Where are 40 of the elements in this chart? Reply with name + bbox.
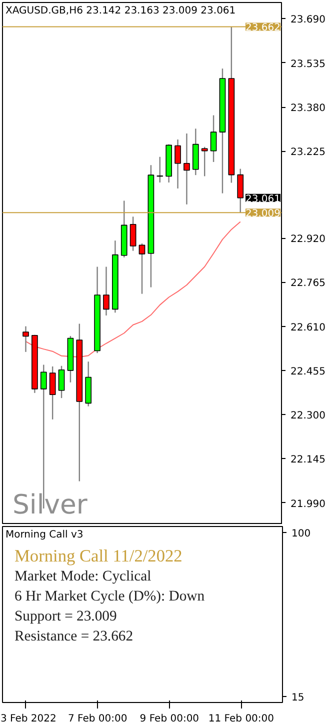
y-tick-label: 21.990 — [290, 498, 326, 510]
y-tick-label: 22.610 — [290, 322, 326, 334]
text: Market Mode: Cyclical — [14, 568, 152, 584]
y-tick-label: 23.225 — [290, 147, 326, 158]
candlestick — [22, 326, 29, 353]
text: Morning Call v3 — [6, 530, 84, 540]
category-label: 7 Feb 00:00 — [68, 714, 128, 724]
candlestick — [184, 132, 190, 206]
category-label: 9 Feb 00:00 — [140, 714, 200, 724]
candlestick — [174, 138, 181, 190]
text: Resistance = 23.662 — [14, 628, 134, 644]
candlestick — [130, 216, 136, 252]
candlestick — [58, 365, 65, 399]
category-label: 3 Feb 2022 — [0, 714, 56, 724]
category-label: 11 Feb 00:00 — [208, 714, 274, 724]
candlestick — [103, 266, 110, 316]
candlestick — [210, 114, 217, 163]
y-tick-label: 22.300 — [290, 410, 326, 422]
y-tick-label: 23.690 — [290, 14, 326, 26]
ref-line-label: 23.662 — [246, 22, 281, 34]
candlestick — [201, 146, 208, 177]
candlestick — [49, 366, 56, 420]
text: 23.061 — [246, 194, 281, 205]
annotation: Silver — [12, 490, 88, 520]
text: Morning Call 11/2/2022 — [14, 546, 182, 566]
line-series — [25, 221, 241, 358]
y-tick-label: 22.455 — [290, 366, 326, 378]
y-tick-label: 22.765 — [290, 278, 326, 290]
text: Support = 23.009 — [14, 608, 117, 624]
candlestick — [237, 168, 244, 214]
text: 6 Hr Market Cycle (D%): Down — [14, 588, 206, 604]
text: 15 — [292, 692, 304, 704]
text: 100 — [292, 528, 311, 540]
y-tick-label: 22.920 — [290, 234, 326, 246]
y-tick-label: 23.535 — [290, 58, 326, 70]
chart-title: XAGUSD.GB,H6 23.142 23.163 23.009 23.061 — [6, 6, 236, 16]
candlestick — [138, 242, 146, 294]
candlestick — [156, 156, 164, 184]
y-tick-label: 22.145 — [290, 454, 326, 466]
y-tick-label: 23.380 — [290, 103, 326, 114]
